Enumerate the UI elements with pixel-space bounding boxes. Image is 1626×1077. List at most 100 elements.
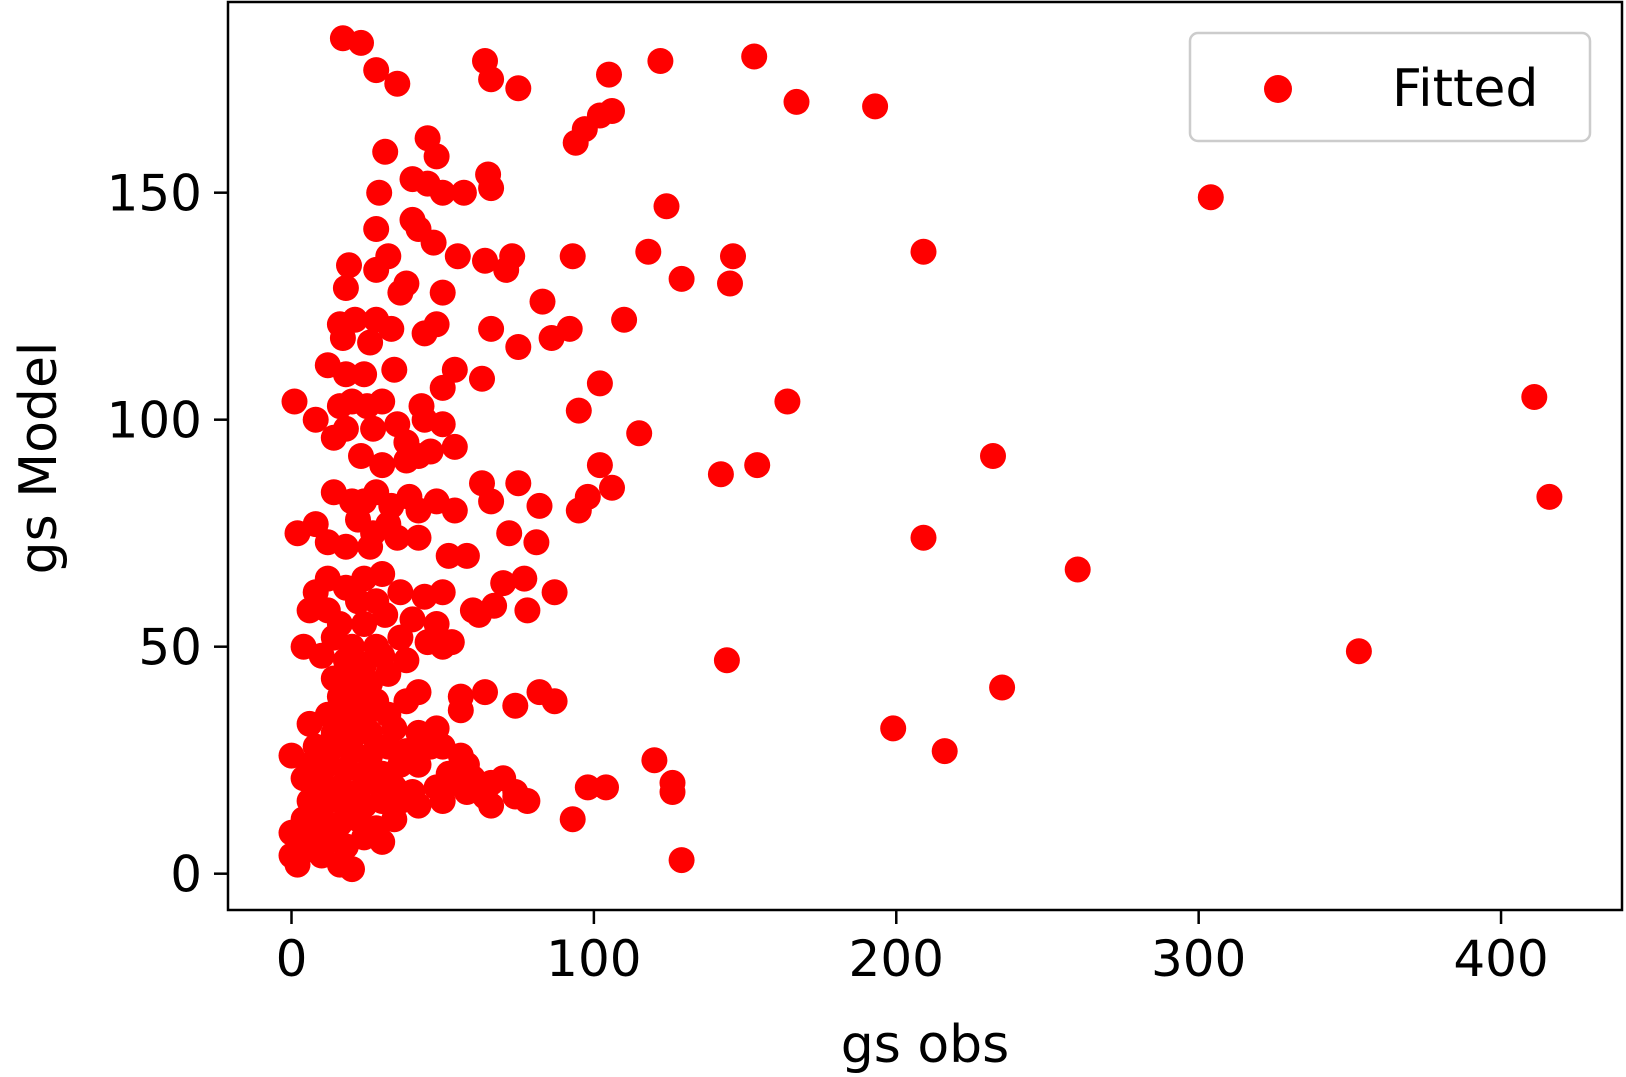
data-point bbox=[381, 356, 408, 383]
data-point bbox=[526, 492, 553, 519]
data-point bbox=[478, 175, 505, 202]
data-point bbox=[447, 697, 474, 724]
data-point bbox=[720, 243, 746, 270]
data-point bbox=[469, 365, 495, 392]
data-point bbox=[668, 265, 695, 292]
data-point bbox=[372, 601, 399, 628]
x-tick-label: 300 bbox=[1151, 930, 1246, 988]
data-point bbox=[420, 229, 447, 256]
data-point bbox=[387, 579, 414, 606]
data-point bbox=[1345, 638, 1372, 665]
x-tick-label: 400 bbox=[1453, 930, 1548, 988]
data-point bbox=[641, 747, 668, 774]
data-point bbox=[635, 238, 662, 265]
data-point bbox=[332, 275, 359, 301]
data-point bbox=[384, 70, 411, 97]
data-point bbox=[599, 474, 625, 501]
data-point bbox=[369, 388, 396, 415]
data-point bbox=[523, 529, 550, 556]
y-axis-label: gs Model bbox=[9, 342, 69, 575]
data-point bbox=[626, 420, 653, 447]
data-point bbox=[429, 179, 456, 206]
data-point bbox=[372, 138, 399, 165]
data-point bbox=[514, 788, 541, 814]
data-point bbox=[405, 497, 432, 524]
data-point bbox=[284, 851, 311, 878]
data-point bbox=[478, 66, 505, 93]
data-point bbox=[329, 325, 356, 351]
data-point bbox=[441, 433, 468, 460]
legend-marker-fitted bbox=[1264, 75, 1292, 103]
y-axis-ticks: 0 50 100 150 bbox=[107, 165, 228, 904]
data-point bbox=[556, 315, 583, 342]
legend-box bbox=[1188, 31, 1592, 143]
data-point bbox=[441, 497, 468, 524]
x-axis-label: gs obs bbox=[841, 1015, 1010, 1075]
data-point bbox=[910, 524, 937, 551]
y-tick-label: 100 bbox=[107, 392, 202, 450]
data-point bbox=[296, 597, 323, 624]
y-tick-label: 50 bbox=[138, 619, 202, 677]
plot-frame bbox=[226, 0, 1624, 912]
data-point bbox=[429, 579, 456, 606]
y-tick-label: 0 bbox=[170, 846, 202, 904]
data-point bbox=[423, 143, 450, 170]
data-point bbox=[435, 542, 462, 569]
data-point bbox=[366, 179, 393, 206]
data-point bbox=[514, 597, 541, 624]
data-point bbox=[586, 370, 613, 397]
data-point bbox=[363, 306, 390, 333]
data-point bbox=[360, 415, 387, 442]
data-point bbox=[369, 828, 396, 855]
data-point bbox=[405, 524, 432, 551]
data-point bbox=[429, 411, 456, 438]
data-point bbox=[345, 588, 371, 615]
data-point bbox=[429, 279, 456, 306]
data-point bbox=[345, 506, 371, 533]
data-point bbox=[332, 415, 359, 442]
data-point bbox=[444, 243, 471, 270]
data-point bbox=[405, 792, 432, 819]
data-point bbox=[478, 315, 505, 342]
data-point bbox=[384, 524, 411, 551]
data-point bbox=[336, 252, 362, 279]
data-point bbox=[593, 774, 619, 801]
data-point bbox=[369, 452, 396, 479]
data-point bbox=[559, 243, 586, 270]
data-point bbox=[565, 397, 592, 424]
data-point bbox=[363, 216, 390, 242]
data-point bbox=[713, 647, 740, 674]
data-point bbox=[387, 279, 414, 306]
data-point bbox=[659, 779, 686, 805]
data-point bbox=[783, 88, 810, 115]
data-point bbox=[281, 388, 308, 415]
data-point bbox=[357, 533, 384, 560]
data-point bbox=[351, 611, 378, 637]
data-point bbox=[989, 674, 1016, 701]
data-point bbox=[332, 361, 359, 388]
data-point bbox=[405, 679, 432, 706]
data-point bbox=[348, 29, 374, 56]
data-point bbox=[429, 788, 456, 814]
data-point bbox=[472, 679, 498, 706]
data-point bbox=[351, 361, 378, 388]
data-point bbox=[296, 710, 323, 737]
data-point bbox=[302, 406, 329, 433]
data-point bbox=[541, 579, 568, 606]
data-point bbox=[332, 533, 359, 560]
data-point bbox=[647, 48, 674, 74]
data-point bbox=[862, 93, 889, 120]
data-point bbox=[611, 306, 638, 333]
data-point bbox=[931, 738, 958, 765]
data-point bbox=[429, 374, 456, 401]
y-tick-label: 150 bbox=[107, 165, 202, 223]
data-point bbox=[478, 488, 505, 515]
x-tick-label: 200 bbox=[849, 930, 944, 988]
data-point bbox=[375, 243, 402, 270]
data-point bbox=[880, 715, 907, 742]
data-point bbox=[357, 329, 384, 356]
data-point bbox=[541, 688, 568, 715]
data-point bbox=[1064, 556, 1091, 583]
data-point bbox=[505, 470, 532, 497]
